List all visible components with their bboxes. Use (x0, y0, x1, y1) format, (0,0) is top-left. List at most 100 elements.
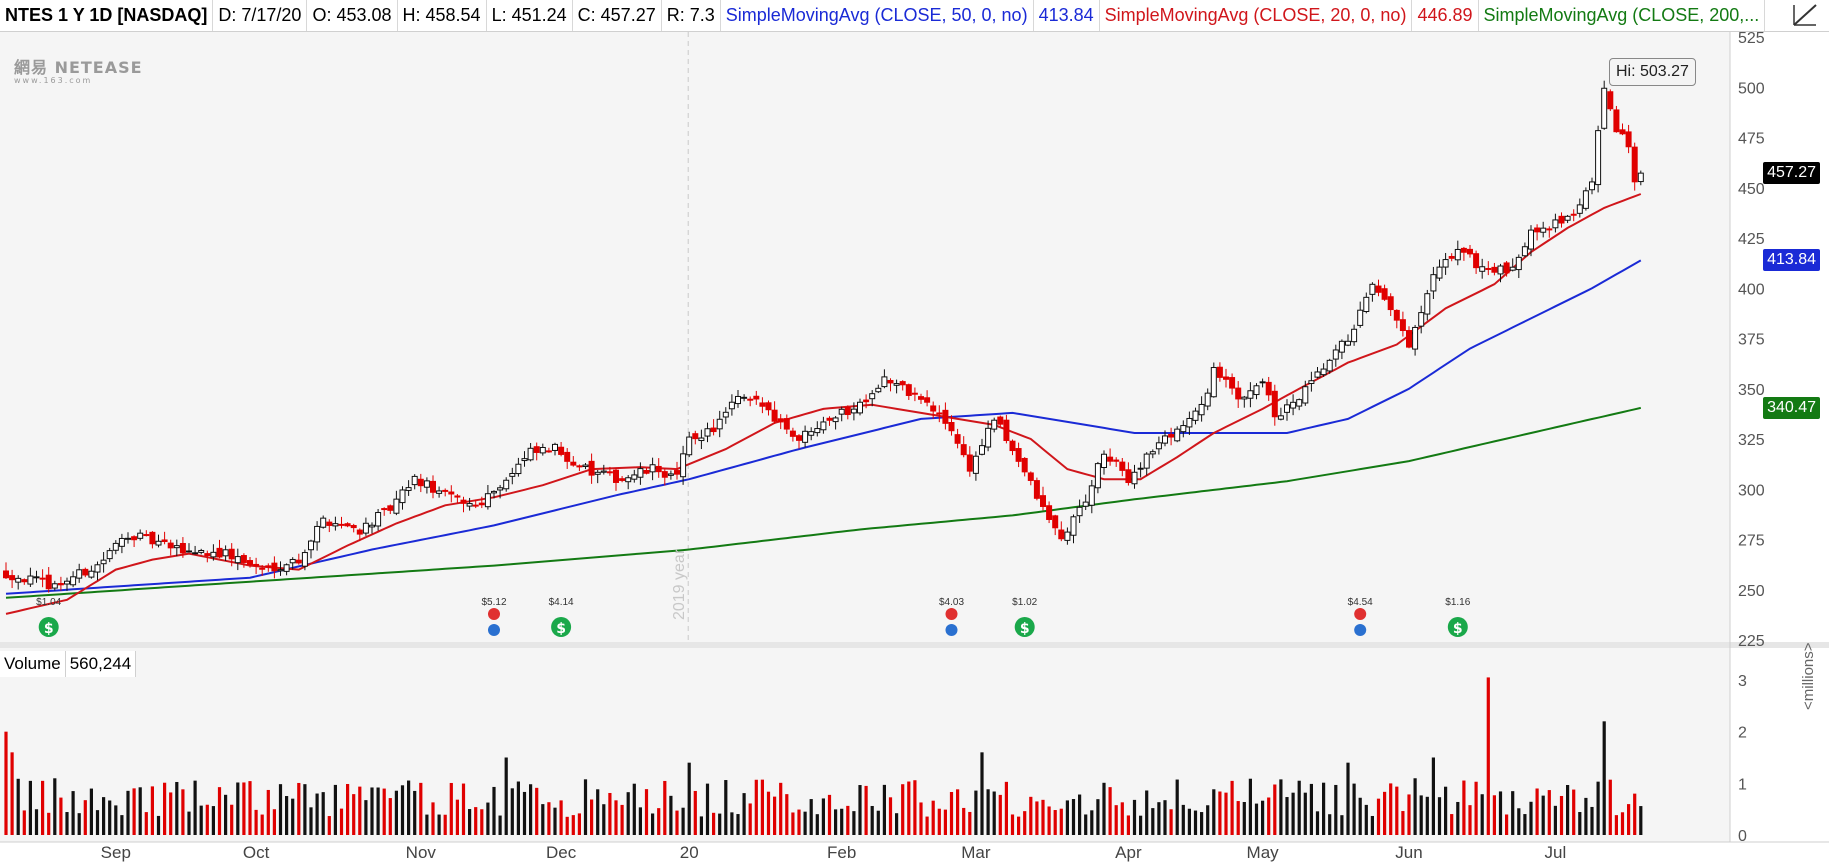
sma200-label[interactable]: SimpleMovingAvg (CLOSE, 200,... (1479, 0, 1766, 31)
volume-bar (974, 790, 978, 835)
candle-body (1399, 319, 1406, 332)
earnings-icon[interactable] (945, 608, 958, 620)
volume-bar (522, 791, 527, 835)
volume-bar (498, 815, 502, 835)
candle-body (1442, 259, 1449, 268)
earnings-bulb-icon[interactable] (1354, 624, 1367, 636)
candle-body (51, 583, 58, 589)
candle-body (1582, 190, 1589, 209)
candle-body (600, 470, 607, 473)
sma20-line (5, 193, 1642, 615)
candle-body (985, 427, 992, 448)
candle-body (1454, 248, 1461, 261)
volume-bar (895, 813, 899, 835)
month-label: Feb (827, 843, 856, 862)
candle-body (704, 428, 711, 437)
volume-bar (748, 803, 752, 835)
volume-bar (1279, 779, 1283, 835)
candle-body (783, 418, 790, 430)
candle-body (1412, 326, 1419, 350)
dividend-icon[interactable] (551, 617, 572, 637)
event-value-label: $1.16 (1445, 597, 1470, 608)
candle-body (1497, 265, 1504, 275)
candle-body (667, 473, 674, 476)
candle-body (1436, 266, 1443, 279)
candle-body (167, 542, 174, 549)
dividend-icon[interactable] (1447, 617, 1468, 637)
candle-body (1473, 253, 1480, 269)
earnings-bulb-icon[interactable] (945, 624, 958, 636)
volume-bar (1480, 794, 1484, 835)
volume-tick-label: 1 (1738, 776, 1747, 793)
price-tick-label: 500 (1738, 80, 1765, 97)
volume-bar (773, 796, 777, 835)
volume-bar (352, 794, 356, 835)
candle-body (277, 569, 284, 572)
candle-body (344, 523, 351, 527)
candle-body (881, 376, 888, 388)
candle-body (1296, 399, 1303, 407)
volume-bar (760, 779, 764, 835)
candle-body (1125, 469, 1132, 484)
volume-bar (1010, 814, 1015, 835)
volume-label[interactable]: Volume (0, 651, 66, 677)
volume-bar (571, 815, 575, 835)
volume-bar (919, 802, 923, 835)
month-label: Mar (961, 843, 991, 862)
candle-body (472, 504, 479, 507)
symbol-label[interactable]: NTES 1 Y 1D [NASDAQ] (0, 0, 214, 31)
candle-body (259, 567, 266, 570)
event-value-label: $4.03 (939, 597, 964, 608)
low-readout: L: 451.24 (487, 0, 573, 31)
candle-body (1033, 480, 1040, 499)
earnings-icon[interactable] (1354, 608, 1367, 620)
volume-bar (169, 792, 173, 835)
volume-bar (242, 782, 246, 835)
candle-body (271, 562, 278, 572)
earnings-bulb-icon[interactable] (488, 624, 500, 636)
sma20-label[interactable]: SimpleMovingAvg (CLOSE, 20, 0, no) (1100, 0, 1413, 31)
volume-bar (41, 780, 45, 835)
volume-bar (998, 794, 1002, 835)
candle-body (1515, 256, 1522, 271)
candle-body (582, 464, 589, 468)
dividend-icon[interactable] (1014, 617, 1035, 637)
volume-bar (1383, 791, 1387, 835)
volume-bar (413, 790, 417, 835)
volume-bar (705, 783, 710, 835)
candle-body (765, 402, 772, 411)
volume-tick-label: 3 (1738, 673, 1747, 690)
volume-bar (1511, 791, 1515, 835)
candle-body (454, 495, 461, 498)
sma50-label[interactable]: SimpleMovingAvg (CLOSE, 50, 0, no) (721, 0, 1034, 31)
candle-body (619, 478, 626, 481)
candle-body (33, 576, 40, 579)
volume-bar (791, 812, 795, 835)
candle-body (552, 443, 558, 451)
candle-body (1448, 256, 1455, 259)
volume-bar (199, 805, 203, 835)
volume-bar (718, 813, 722, 835)
earnings-icon[interactable] (488, 608, 500, 620)
candle-body (1265, 381, 1272, 396)
candle-body (930, 405, 937, 412)
candle-body (204, 553, 211, 556)
candle-body (972, 455, 979, 474)
candle-body (15, 577, 22, 583)
volume-bar (1474, 781, 1478, 835)
dividend-icon[interactable] (38, 617, 59, 637)
volume-bar (211, 806, 215, 835)
volume-bar (1602, 721, 1606, 835)
volume-bar (1096, 799, 1100, 835)
volume-bar (1401, 811, 1405, 835)
candle-body (1430, 274, 1437, 292)
month-label: Nov (406, 843, 437, 862)
candle-body (1229, 377, 1236, 389)
drawing-tool-icon[interactable] (1791, 2, 1819, 28)
candle-body (814, 428, 821, 434)
volume-bar (870, 805, 874, 835)
dividend-icon-glyph: $ (556, 621, 566, 637)
volume-bar (303, 784, 307, 835)
volume-bar (321, 792, 325, 835)
